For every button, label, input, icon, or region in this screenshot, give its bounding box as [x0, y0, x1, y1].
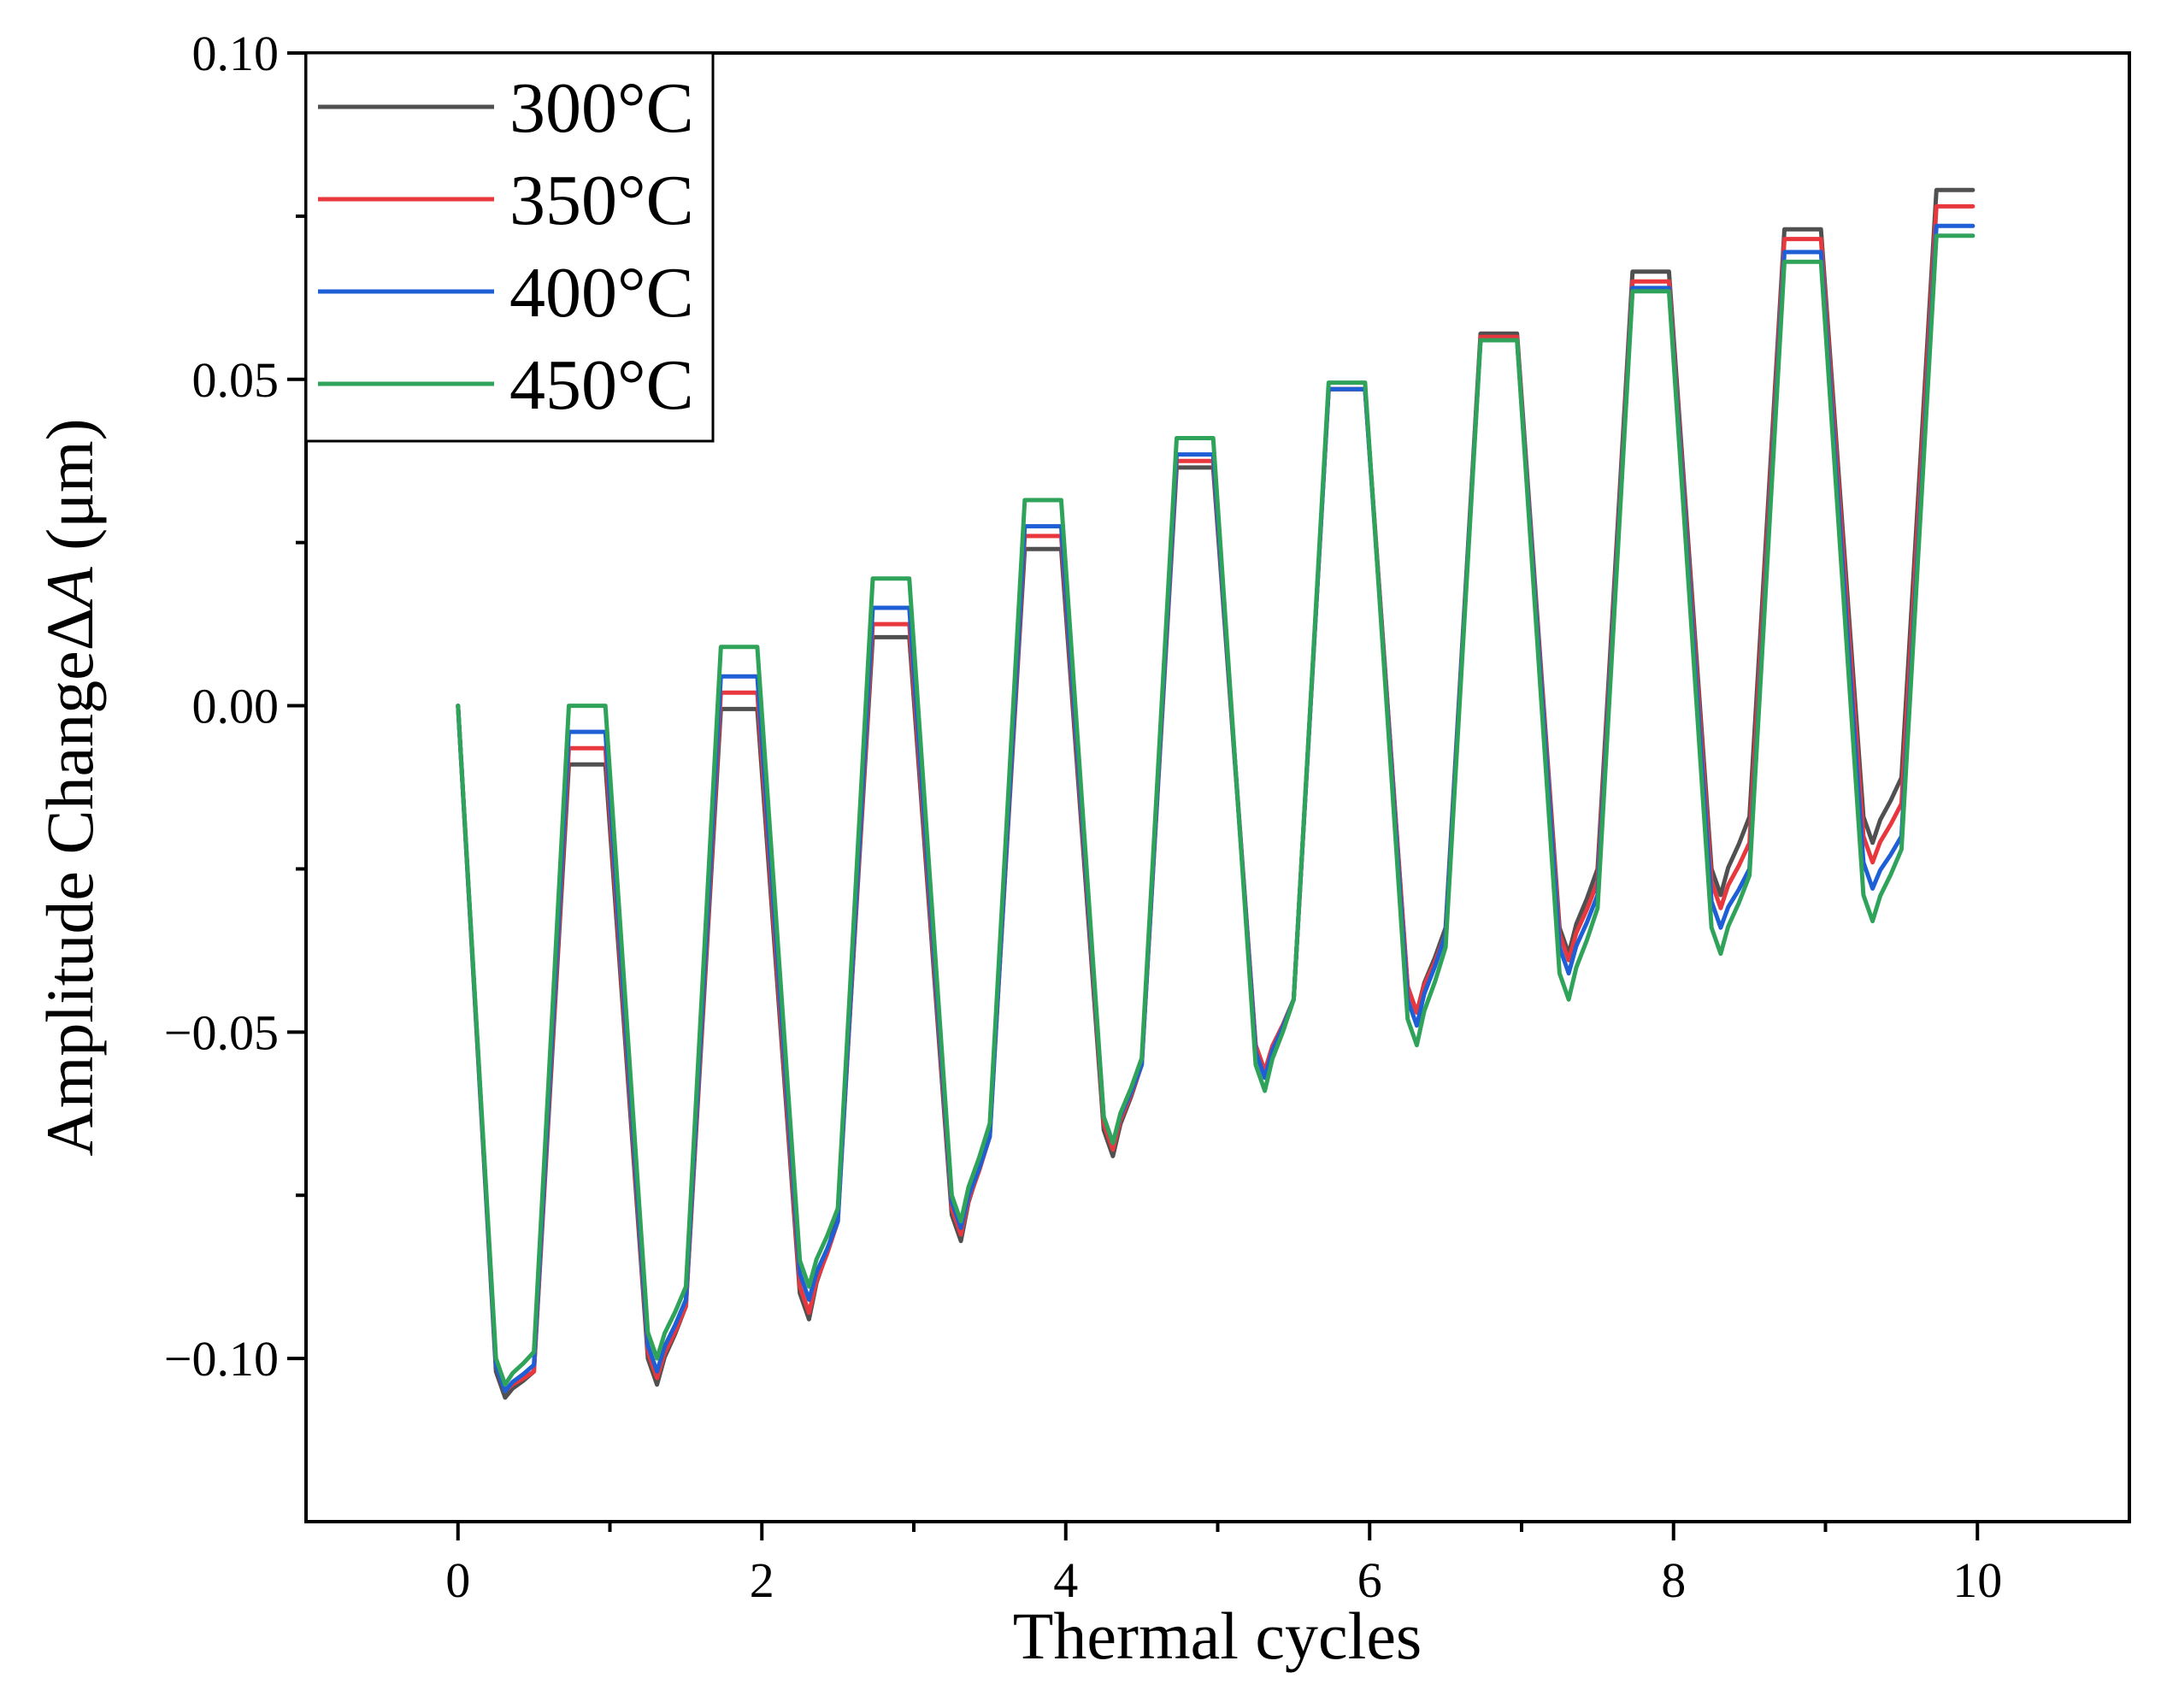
x-tick-label: 2 — [750, 1552, 774, 1608]
y-axis-title: Amplitude ChangeΔA (μm) — [32, 418, 107, 1156]
legend-box — [304, 51, 715, 443]
x-tick-label: 8 — [1661, 1552, 1686, 1608]
x-axis-title: Thermal cycles — [1013, 1599, 1422, 1673]
y-axis-title-symbol: Δ — [32, 608, 107, 651]
legend: 300°C 350°C 400°C 450°C — [304, 51, 715, 443]
y-axis-title-var: A — [32, 567, 107, 612]
y-tick-label: −0.10 — [164, 1331, 279, 1387]
y-tick-label: 0.05 — [192, 352, 280, 408]
x-tick-label: 0 — [445, 1552, 470, 1608]
series-layer — [456, 187, 1976, 1400]
x-tick-label: 6 — [1357, 1552, 1382, 1608]
y-tick-label: 0.10 — [192, 26, 280, 81]
y-tick-label: 0.00 — [192, 679, 280, 734]
y-axis-title-unit: (μm) — [32, 418, 107, 567]
legend-label: 450°C — [509, 345, 694, 425]
y-axis-title-main: Amplitude Change — [32, 651, 107, 1156]
series-line-4 — [456, 233, 1976, 1387]
axes-layer: 0 2 4 6 8 10 −0.10 −0.05 0.00 0.05 0.10 — [164, 26, 2002, 1608]
legend-label: 400°C — [509, 253, 694, 333]
y-tick-label: −0.05 — [164, 1004, 279, 1060]
legend-label: 350°C — [509, 161, 694, 240]
x-tick-label: 10 — [1952, 1552, 2002, 1608]
legend-label: 300°C — [509, 68, 694, 148]
x-tick-label: 4 — [1053, 1552, 1078, 1608]
